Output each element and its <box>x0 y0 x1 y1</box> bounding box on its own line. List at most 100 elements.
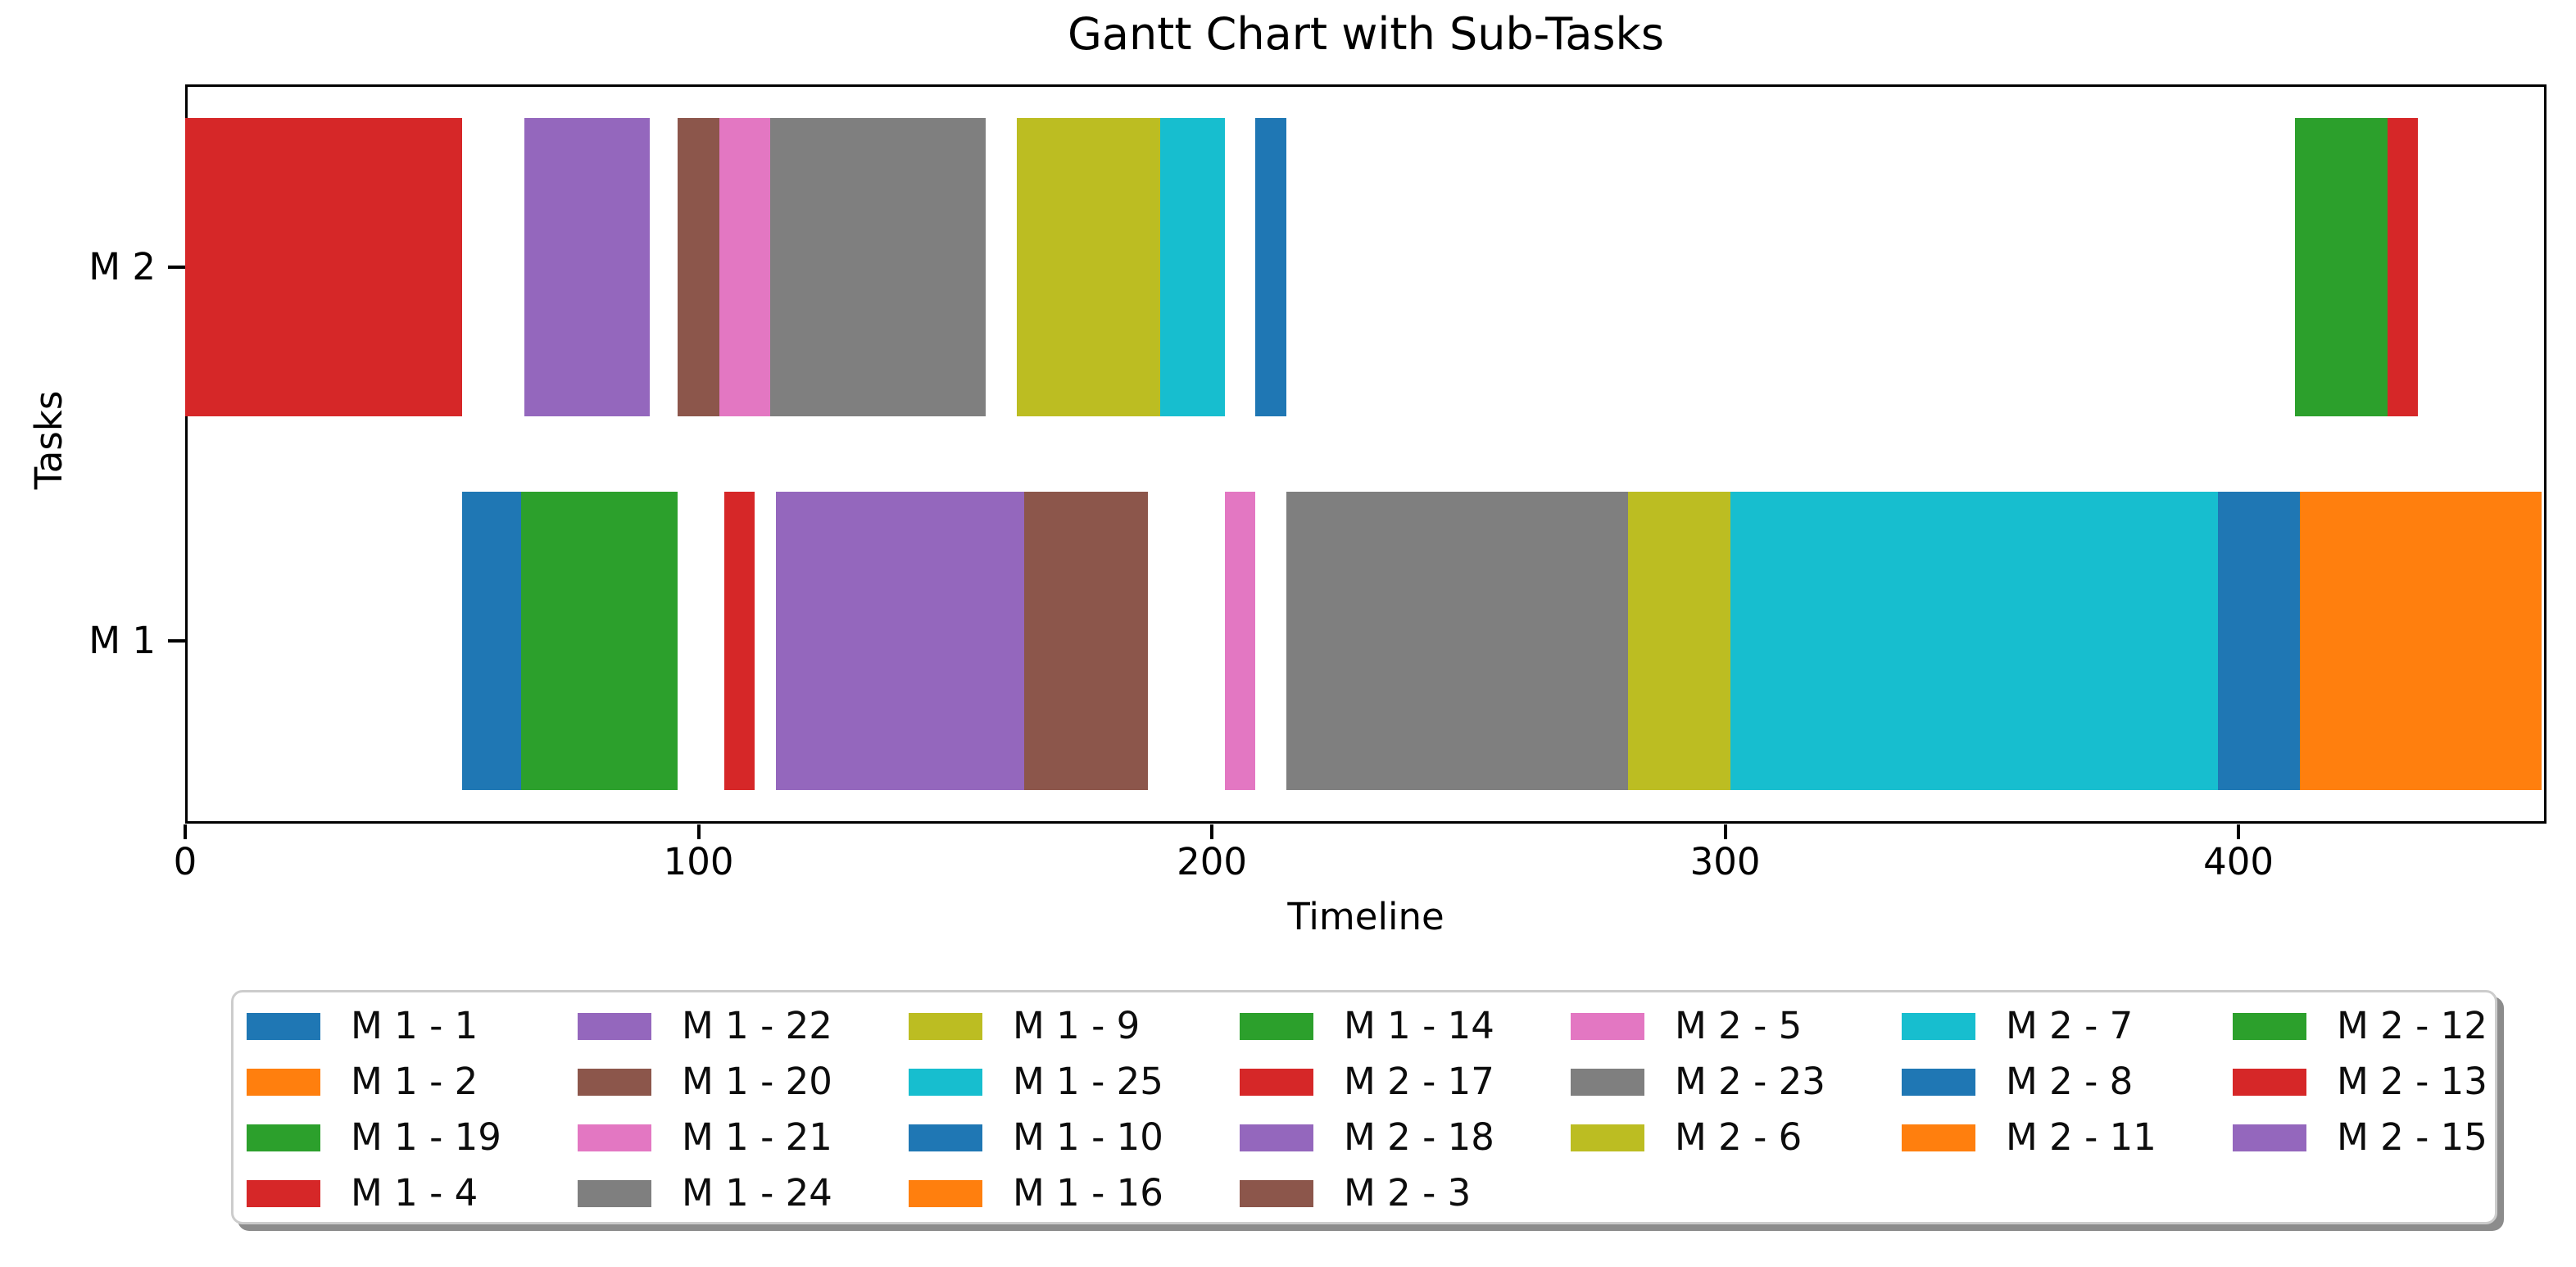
plot-area <box>185 84 2547 824</box>
legend-item: M 2 - 5 <box>1571 1006 1802 1047</box>
legend-item-label: M 2 - 12 <box>2337 1004 2488 1047</box>
gantt-bar <box>1024 492 1148 790</box>
legend-item: M 2 - 7 <box>1902 1006 2133 1047</box>
legend-item: M 1 - 19 <box>247 1117 501 1158</box>
legend-swatch <box>1571 1124 1644 1151</box>
legend-item-label: M 1 - 1 <box>351 1004 478 1047</box>
x-tick-label: 200 <box>1177 840 1247 883</box>
legend-swatch <box>247 1012 320 1040</box>
gantt-bar <box>2218 492 2301 790</box>
legend-item: M 2 - 23 <box>1571 1061 1825 1102</box>
legend-swatch <box>1240 1068 1313 1096</box>
gantt-bar <box>1730 492 2219 790</box>
legend-item: M 2 - 12 <box>2233 1006 2488 1047</box>
legend-swatch <box>909 1179 982 1207</box>
y-tick-mark <box>168 639 185 643</box>
legend-swatch <box>1902 1124 1975 1151</box>
legend-item: M 2 - 8 <box>1902 1061 2133 1102</box>
x-tick-mark <box>184 824 187 839</box>
legend-swatch <box>578 1179 651 1207</box>
legend-item-label: M 2 - 8 <box>2006 1060 2134 1103</box>
legend-item: M 2 - 6 <box>1571 1117 1802 1158</box>
legend-item-label: M 1 - 10 <box>1013 1115 1163 1159</box>
legend-item-label: M 1 - 16 <box>1013 1171 1163 1215</box>
legend-swatch <box>578 1124 651 1151</box>
x-tick-label: 0 <box>173 840 197 883</box>
legend-item-label: M 1 - 22 <box>682 1004 832 1047</box>
gantt-bar <box>1627 492 1730 790</box>
legend-item-label: M 2 - 13 <box>2337 1060 2488 1103</box>
legend-item-label: M 1 - 24 <box>682 1171 832 1215</box>
gantt-bar <box>524 118 650 416</box>
legend-item-label: M 2 - 7 <box>2006 1004 2134 1047</box>
legend-item: M 1 - 4 <box>247 1173 478 1214</box>
x-tick-mark <box>1210 824 1214 839</box>
legend-item: M 1 - 22 <box>578 1006 832 1047</box>
legend-item: M 2 - 18 <box>1240 1117 1494 1158</box>
legend-item-label: M 2 - 23 <box>1675 1060 1825 1103</box>
legend-item-label: M 2 - 15 <box>2337 1115 2488 1159</box>
legend-item: M 1 - 20 <box>578 1061 832 1102</box>
legend-item: M 2 - 17 <box>1240 1061 1494 1102</box>
legend-swatch <box>1240 1179 1313 1207</box>
legend-item-label: M 2 - 3 <box>1344 1171 1472 1215</box>
legend-item-label: M 1 - 4 <box>351 1171 478 1215</box>
gantt-bar <box>185 118 463 416</box>
legend-swatch <box>909 1068 982 1096</box>
gantt-bar <box>678 118 719 416</box>
legend: M 1 - 1 M 1 - 2 M 1 - 19 M 1 - 4 M 1 - 22 M 1… <box>231 990 2497 1224</box>
gantt-bar <box>770 118 986 416</box>
gantt-bar <box>521 492 678 790</box>
legend-swatch <box>1902 1068 1975 1096</box>
legend-swatch <box>578 1068 651 1096</box>
legend-swatch <box>909 1124 982 1151</box>
y-axis-label-text: Tasks <box>27 390 70 490</box>
legend-item: M 1 - 14 <box>1240 1006 1494 1047</box>
y-tick-mark <box>168 266 185 269</box>
gantt-bar <box>1160 118 1225 416</box>
gantt-bar <box>775 492 1025 790</box>
legend-item: M 1 - 25 <box>909 1061 1163 1102</box>
gantt-bar <box>1255 118 1286 416</box>
legend-swatch <box>2233 1068 2306 1096</box>
x-axis-label: Timeline <box>1287 895 1444 938</box>
legend-swatch <box>247 1124 320 1151</box>
legend-item: M 2 - 13 <box>2233 1061 2488 1102</box>
x-tick-mark <box>2237 824 2241 839</box>
legend-swatch <box>1571 1012 1644 1040</box>
legend-item-label: M 2 - 6 <box>1675 1115 1803 1159</box>
legend-swatch <box>2233 1124 2306 1151</box>
legend-item-label: M 1 - 25 <box>1013 1060 1163 1103</box>
x-tick-label: 400 <box>2203 840 2274 883</box>
legend-item: M 2 - 15 <box>2233 1117 2488 1158</box>
legend-item-label: M 1 - 19 <box>351 1115 501 1159</box>
legend-item-label: M 2 - 18 <box>1344 1115 1494 1159</box>
x-tick-label: 300 <box>1689 840 1761 883</box>
gantt-bar <box>1224 492 1256 790</box>
legend-item: M 1 - 16 <box>909 1173 1163 1214</box>
gantt-bar <box>1286 492 1628 790</box>
legend-item: M 2 - 11 <box>1902 1117 2156 1158</box>
legend-item: M 2 - 3 <box>1240 1173 1471 1214</box>
gantt-bar <box>2387 118 2419 416</box>
gantt-bar <box>2300 492 2542 790</box>
legend-item: M 1 - 1 <box>247 1006 478 1047</box>
gantt-bar <box>2295 118 2388 416</box>
legend-item-label: M 1 - 2 <box>351 1060 478 1103</box>
y-tick-label: M 1 <box>88 619 156 662</box>
legend-item: M 1 - 2 <box>247 1061 478 1102</box>
legend-item-label: M 1 - 20 <box>682 1060 832 1103</box>
legend-item-label: M 1 - 9 <box>1013 1004 1141 1047</box>
legend-swatch <box>1240 1012 1313 1040</box>
legend-item: M 1 - 24 <box>578 1173 832 1214</box>
legend-item: M 1 - 9 <box>909 1006 1140 1047</box>
x-tick-label: 100 <box>663 840 734 883</box>
legend-swatch <box>578 1012 651 1040</box>
legend-swatch <box>1902 1012 1975 1040</box>
legend-swatch <box>1240 1124 1313 1151</box>
legend-swatch <box>247 1068 320 1096</box>
x-tick-mark <box>696 824 701 839</box>
legend-item-label: M 1 - 14 <box>1344 1004 1494 1047</box>
legend-swatch <box>1571 1068 1644 1096</box>
